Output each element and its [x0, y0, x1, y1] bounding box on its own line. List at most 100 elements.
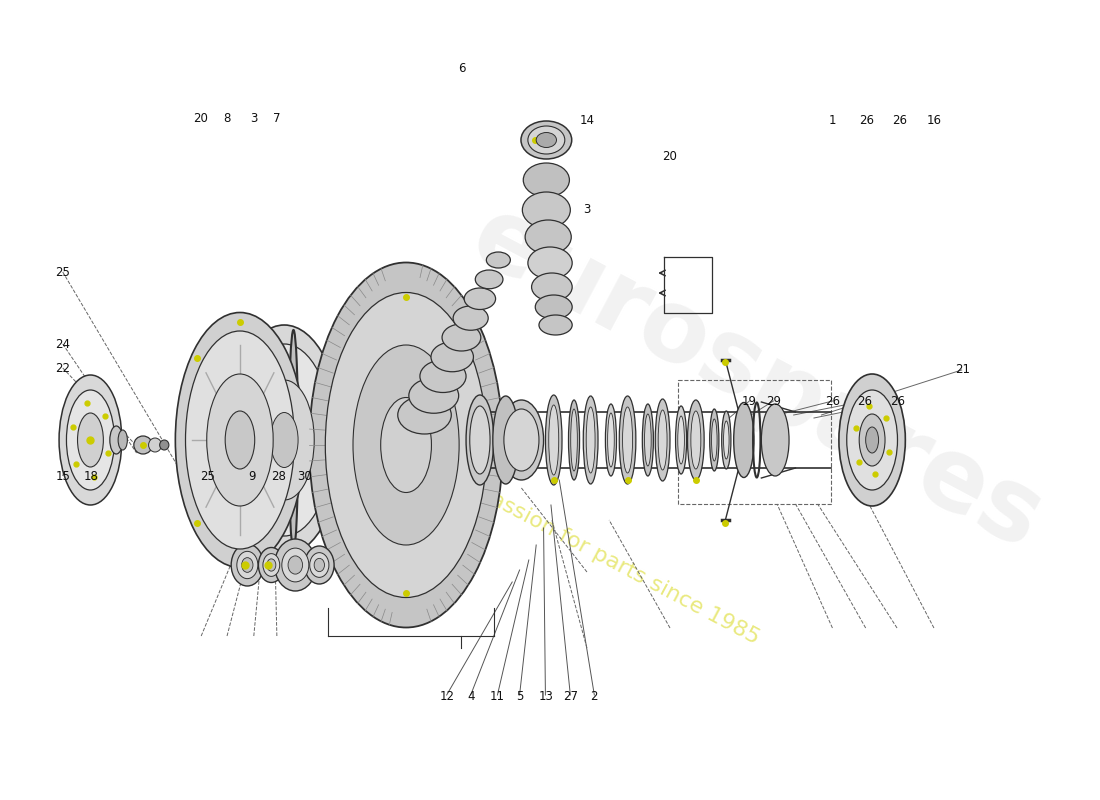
- Ellipse shape: [623, 407, 632, 473]
- Text: 26: 26: [859, 114, 874, 126]
- Ellipse shape: [569, 400, 580, 480]
- Ellipse shape: [486, 252, 510, 268]
- Ellipse shape: [605, 404, 616, 476]
- Ellipse shape: [724, 421, 729, 459]
- Ellipse shape: [839, 374, 905, 506]
- Ellipse shape: [536, 133, 557, 147]
- Text: 26: 26: [857, 395, 872, 408]
- Ellipse shape: [231, 544, 264, 586]
- Text: 14: 14: [580, 114, 594, 126]
- Text: 22: 22: [55, 362, 70, 374]
- Ellipse shape: [678, 416, 684, 464]
- Ellipse shape: [431, 342, 473, 372]
- Ellipse shape: [712, 419, 717, 461]
- Text: 20: 20: [194, 112, 208, 125]
- Ellipse shape: [66, 390, 114, 490]
- Ellipse shape: [134, 436, 152, 454]
- Ellipse shape: [275, 539, 316, 591]
- Ellipse shape: [315, 558, 324, 572]
- Ellipse shape: [226, 411, 255, 469]
- Ellipse shape: [722, 411, 730, 469]
- Ellipse shape: [525, 220, 571, 254]
- Text: 25: 25: [55, 266, 70, 278]
- Text: 3: 3: [250, 112, 257, 125]
- Ellipse shape: [254, 380, 315, 500]
- Ellipse shape: [536, 295, 572, 319]
- Ellipse shape: [859, 414, 886, 466]
- Text: a passion for parts since 1985: a passion for parts since 1985: [455, 472, 762, 648]
- Ellipse shape: [227, 325, 342, 555]
- Text: 11: 11: [490, 690, 505, 702]
- Ellipse shape: [619, 396, 636, 484]
- Ellipse shape: [288, 556, 302, 574]
- Ellipse shape: [305, 546, 334, 584]
- Ellipse shape: [866, 427, 879, 453]
- Ellipse shape: [235, 344, 332, 536]
- Text: 1: 1: [828, 114, 836, 126]
- Ellipse shape: [398, 396, 451, 434]
- Ellipse shape: [148, 438, 162, 452]
- Ellipse shape: [499, 400, 543, 480]
- Text: 21: 21: [955, 363, 970, 376]
- Ellipse shape: [420, 360, 466, 393]
- Text: 5: 5: [516, 690, 524, 702]
- Ellipse shape: [453, 306, 488, 330]
- Ellipse shape: [160, 440, 169, 450]
- Ellipse shape: [409, 378, 459, 414]
- Ellipse shape: [710, 409, 719, 471]
- Ellipse shape: [464, 288, 496, 310]
- Ellipse shape: [289, 330, 298, 550]
- Ellipse shape: [207, 374, 273, 506]
- Text: 27: 27: [563, 690, 578, 702]
- Text: 15: 15: [55, 470, 70, 482]
- Ellipse shape: [242, 558, 253, 572]
- Ellipse shape: [353, 345, 459, 545]
- Ellipse shape: [310, 553, 329, 578]
- Text: 6: 6: [458, 62, 465, 74]
- Text: 26: 26: [892, 114, 906, 126]
- Text: 7: 7: [274, 112, 280, 125]
- Ellipse shape: [258, 547, 284, 582]
- Text: eurospares: eurospares: [455, 189, 1058, 571]
- Text: 3: 3: [583, 203, 591, 216]
- Ellipse shape: [309, 262, 503, 627]
- Text: 18: 18: [84, 470, 99, 482]
- Ellipse shape: [528, 126, 564, 154]
- Ellipse shape: [493, 396, 519, 484]
- Text: 16: 16: [926, 114, 942, 126]
- Text: 29: 29: [766, 395, 781, 408]
- Ellipse shape: [688, 400, 704, 480]
- Ellipse shape: [691, 411, 701, 469]
- Ellipse shape: [546, 395, 562, 485]
- Ellipse shape: [734, 402, 754, 478]
- Ellipse shape: [522, 192, 570, 228]
- Ellipse shape: [475, 270, 503, 289]
- Ellipse shape: [642, 404, 653, 476]
- Ellipse shape: [583, 396, 598, 484]
- Ellipse shape: [267, 559, 276, 571]
- Ellipse shape: [504, 409, 539, 471]
- Ellipse shape: [381, 398, 431, 493]
- Ellipse shape: [77, 413, 103, 467]
- Ellipse shape: [470, 406, 490, 474]
- Ellipse shape: [656, 399, 670, 481]
- Text: 8: 8: [223, 112, 231, 125]
- Text: 12: 12: [439, 690, 454, 702]
- Ellipse shape: [571, 409, 578, 471]
- Ellipse shape: [271, 413, 298, 467]
- Ellipse shape: [658, 410, 667, 470]
- Ellipse shape: [326, 293, 487, 598]
- Ellipse shape: [539, 315, 572, 335]
- Ellipse shape: [645, 414, 651, 466]
- Text: 20: 20: [662, 150, 678, 162]
- Ellipse shape: [466, 395, 494, 485]
- Ellipse shape: [531, 273, 572, 301]
- Text: 4: 4: [468, 690, 475, 702]
- Text: 13: 13: [539, 690, 553, 702]
- Ellipse shape: [521, 121, 572, 159]
- Ellipse shape: [549, 405, 559, 475]
- Ellipse shape: [586, 407, 595, 473]
- Ellipse shape: [528, 247, 572, 279]
- Ellipse shape: [442, 324, 481, 351]
- Ellipse shape: [175, 313, 305, 567]
